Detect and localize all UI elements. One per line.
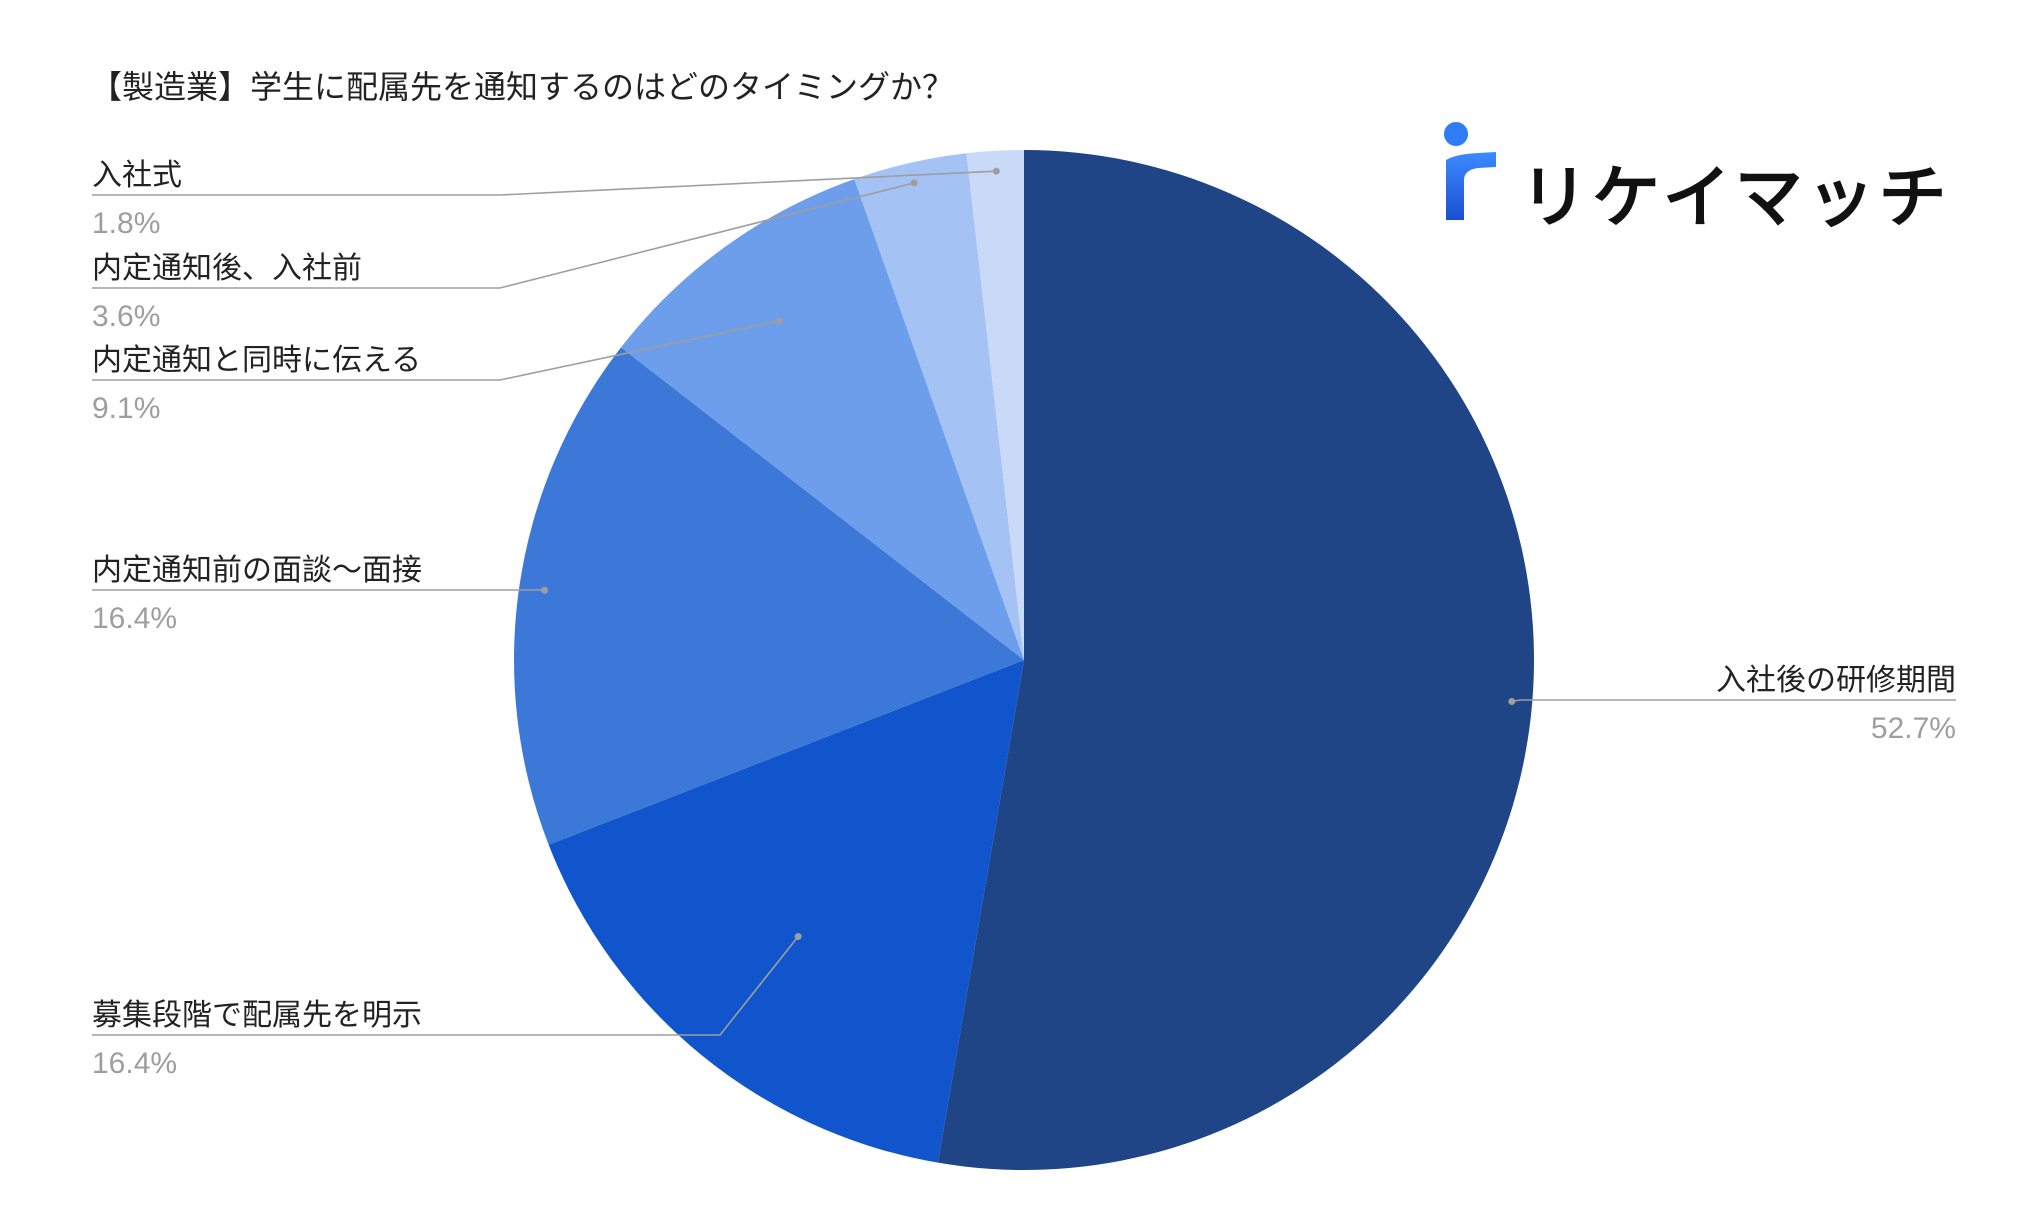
pie-slice bbox=[966, 150, 1024, 660]
slice-label: 入社後の研修期間 bbox=[1716, 663, 1956, 698]
slice-label: 内定通知前の面談〜面接 bbox=[92, 553, 422, 588]
pie-slice bbox=[548, 660, 1024, 1163]
brand-logo: リケイマッチ bbox=[1434, 120, 1947, 238]
slice-value-label: 52.7% bbox=[1871, 712, 1956, 745]
slice-value-label: 16.4% bbox=[92, 1047, 177, 1080]
leader-line bbox=[92, 936, 799, 1036]
leader-line bbox=[92, 182, 915, 289]
slice-value-label: 3.6% bbox=[92, 300, 160, 333]
slice-label: 内定通知と同時に伝える bbox=[92, 343, 421, 378]
slice-value-label: 1.8% bbox=[92, 207, 160, 240]
pie-slice bbox=[621, 179, 1024, 660]
leader-line bbox=[92, 320, 780, 381]
leader-line bbox=[92, 170, 997, 196]
leader-line bbox=[1511, 699, 1956, 703]
logo-text: リケイマッチ bbox=[1520, 159, 1951, 238]
slice-label: 入社式 bbox=[92, 158, 182, 193]
logo-mark-icon bbox=[1444, 122, 1496, 220]
pie-slice bbox=[514, 347, 1024, 845]
slice-value-label: 16.4% bbox=[92, 602, 177, 635]
slice-label: 募集段階で配属先を明示 bbox=[92, 998, 422, 1033]
pie-slice bbox=[937, 149, 1535, 1170]
slice-label: 内定通知後、入社前 bbox=[92, 251, 362, 286]
slice-value-label: 9.1% bbox=[92, 392, 160, 425]
pie-slice bbox=[854, 153, 1024, 660]
chart-title: 【製造業】学生に配属先を通知するのはどのタイミングか？ bbox=[90, 68, 955, 106]
